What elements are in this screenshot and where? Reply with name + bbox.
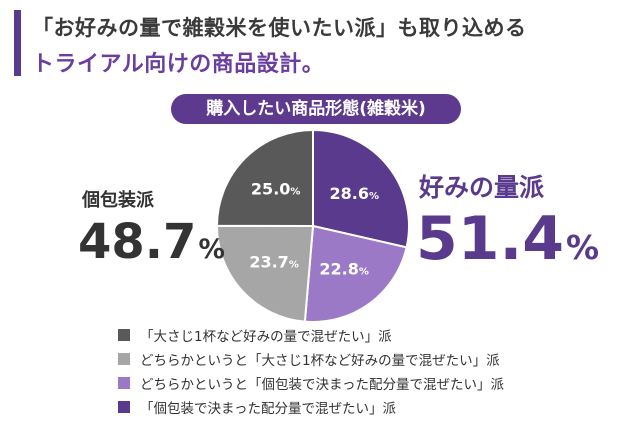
pie-slice-label: 23.7% [249, 253, 299, 272]
pie-chart: 28.6% 22.8% 23.7% 25.0% [215, 128, 410, 323]
group-value-preferred-amount-unit: % [566, 228, 600, 267]
group-value-individual-pack-number: 48.7 [78, 214, 197, 270]
group-value-individual-pack-unit: % [198, 234, 225, 265]
group-label-individual-pack: 個包装派 [82, 190, 154, 211]
legend-swatch [118, 401, 130, 413]
pie-slice [312, 128, 410, 249]
pie-slice [216, 224, 315, 323]
legend-item: 「大さじ1杯など好みの量で混ぜたい」派 [118, 324, 558, 346]
chart-title: 購入したい商品形態(雑穀米) [171, 94, 461, 124]
pie-slice-label: 28.6% [330, 184, 380, 203]
legend-label: どちらかというと「大さじ1杯など好みの量で混ぜたい」派 [140, 353, 500, 369]
legend-label: どちらかというと「個包装で決まった配分量で混ぜたい」派 [140, 377, 504, 393]
legend-swatch [118, 377, 130, 389]
pie-slice-label: 25.0% [251, 180, 301, 199]
group-value-preferred-amount-number: 51.4 [416, 204, 565, 274]
legend-label: 「個包装で決まった配分量で混ぜたい」派 [140, 401, 396, 417]
legend-item: どちらかというと「個包装で決まった配分量で混ぜたい」派 [118, 372, 558, 394]
headline-line-2: トライアル向けの商品設計。 [32, 52, 325, 77]
pie-slice-label: 22.8% [319, 260, 369, 279]
legend-item: 「個包装で決まった配分量で混ぜたい」派 [118, 396, 558, 418]
group-value-preferred-amount: 51.4% [416, 204, 599, 274]
group-label-preferred-amount: 好みの量派 [419, 173, 545, 202]
legend-item: どちらかというと「大さじ1杯など好みの量で混ぜたい」派 [118, 348, 558, 370]
group-value-individual-pack: 48.7% [78, 214, 225, 270]
legend-label: 「大さじ1杯など好みの量で混ぜたい」派 [140, 329, 392, 345]
pie-slice [215, 128, 314, 228]
headline-line-1: 「お好みの量で雑穀米を使いたい派」も取り込める [32, 16, 527, 40]
pie-slice [303, 224, 408, 323]
legend-swatch [118, 353, 130, 365]
legend: 「大さじ1杯など好みの量で混ぜたい」派 どちらかというと「大さじ1杯など好みの量… [118, 324, 558, 420]
headline-accent-bar [14, 10, 21, 76]
legend-swatch [118, 329, 130, 341]
